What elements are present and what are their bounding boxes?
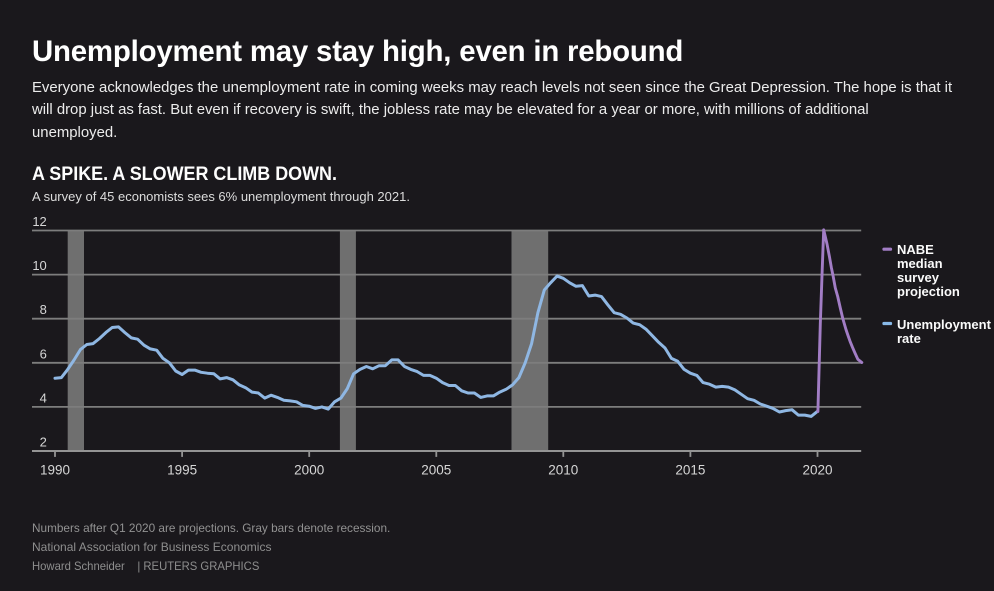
- svg-text:12: 12: [32, 214, 46, 229]
- svg-text:2015: 2015: [675, 463, 705, 478]
- svg-text:6: 6: [40, 346, 47, 361]
- svg-text:2020: 2020: [802, 463, 832, 478]
- svg-text:1990: 1990: [40, 463, 70, 478]
- svg-text:2000: 2000: [294, 463, 324, 478]
- svg-text:10: 10: [32, 258, 46, 273]
- svg-text:2005: 2005: [421, 463, 451, 478]
- svg-text:2: 2: [40, 435, 47, 450]
- svg-text:1995: 1995: [167, 463, 197, 478]
- svg-text:2010: 2010: [548, 463, 578, 478]
- svg-text:8: 8: [40, 302, 47, 317]
- svg-text:4: 4: [40, 390, 47, 405]
